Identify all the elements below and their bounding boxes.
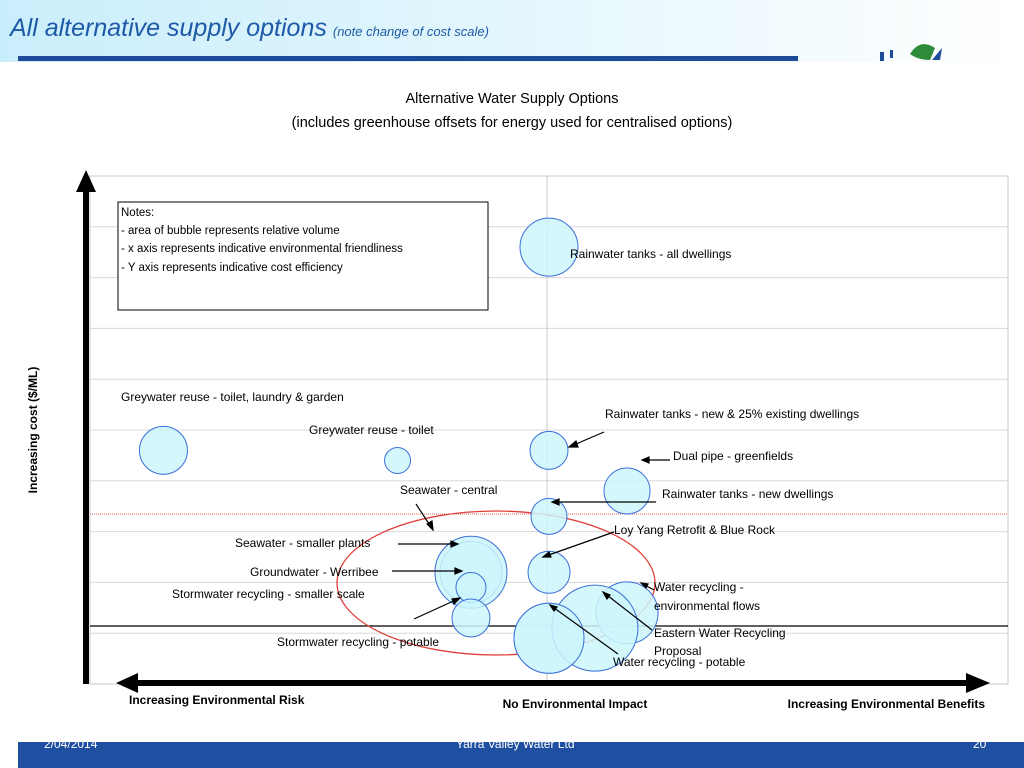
label-stormwater-small: Stormwater recycling - smaller scale xyxy=(172,587,365,601)
arrow-loy-yang xyxy=(542,531,615,558)
slide-subtitle: (note change of cost scale) xyxy=(332,24,489,39)
y-axis-label: Increasing cost ($/ML) xyxy=(26,367,40,494)
bubble-rainwater-tanks-new-dwellings xyxy=(530,497,568,535)
label-grey-toilet: Greywater reuse - toilet xyxy=(309,423,434,437)
label-rain-new25: Rainwater tanks - new & 25% existing dwe… xyxy=(605,407,859,421)
bubble-greywater-reuse-toilet-laundry-garden xyxy=(138,425,188,475)
label-eastern-1: Eastern Water Recycling xyxy=(654,626,786,640)
arrow-rain-new25-head xyxy=(567,439,579,448)
label-seawater-central: Seawater - central xyxy=(400,483,497,497)
arrow-recycling-env-head xyxy=(639,582,649,590)
slide-title: All alternative supply options (note chan… xyxy=(10,14,489,43)
label-eastern-2: Proposal xyxy=(654,644,701,658)
notes-box: Notes: - area of bubble represents relat… xyxy=(117,201,489,311)
arrow-rain-new-head xyxy=(550,498,560,506)
label-recycling-env-2: environmental flows xyxy=(654,599,760,613)
label-loy-yang: Loy Yang Retrofit & Blue Rock xyxy=(614,523,776,537)
x-axis-left-arrowhead xyxy=(116,673,138,693)
label-seawater-smaller: Seawater - smaller plants xyxy=(235,536,370,550)
chart-subtitle: (includes greenhouse offsets for energy … xyxy=(292,115,733,131)
label-rain-new: Rainwater tanks - new dwellings xyxy=(662,487,833,501)
y-axis-arrowhead xyxy=(76,170,96,192)
arrow-dual-pipe-head xyxy=(640,456,650,464)
bubble-rainwater-tanks-all-dwellings xyxy=(519,217,579,277)
bubble-labels: Rainwater tanks - all dwellings Greywate… xyxy=(121,247,859,669)
header-accent-bar xyxy=(18,56,798,61)
arrow-eastern-head xyxy=(601,590,611,601)
bubble-water-recycling-potable xyxy=(513,602,585,674)
label-rain-all: Rainwater tanks - all dwellings xyxy=(570,247,731,261)
slide-footer: 2/04/2014 Yarra Valley Water Ltd 20 xyxy=(18,737,1024,768)
x-axis-left-label: Increasing Environmental Risk xyxy=(129,693,305,707)
company-logo-icon xyxy=(880,44,942,61)
notes-line-1: Notes: xyxy=(121,207,154,219)
arrow-stormwater-potable-head xyxy=(451,597,462,606)
slide-title-text: All alternative supply options xyxy=(10,14,327,42)
annotation-arrows xyxy=(392,431,670,655)
label-dual-pipe: Dual pipe - greenfields xyxy=(673,449,793,463)
x-axis-right-arrowhead xyxy=(966,673,990,693)
label-stormwater-potable: Stormwater recycling - potable xyxy=(277,635,439,649)
label-recycling-env-1: Water recycling - xyxy=(654,580,744,594)
footer-page: 20 xyxy=(973,737,987,751)
x-axis-right-label: Increasing Environmental Benefits xyxy=(788,697,986,711)
arrow-recycling-potable xyxy=(549,604,619,655)
chart-title: Alternative Water Supply Options xyxy=(405,91,618,107)
slide-header: All alternative supply options (note chan… xyxy=(0,0,1024,62)
notes-line-2: - area of bubble represents relative vol… xyxy=(121,225,340,237)
y-axis xyxy=(76,170,96,684)
x-axis xyxy=(116,673,990,693)
footer-org: Yarra Valley Water Ltd xyxy=(456,737,575,751)
highlight-ellipse xyxy=(336,510,656,656)
bubble-rainwater-tanks-new-25-existing-dwellings xyxy=(529,430,569,470)
arrow-groundwater-head xyxy=(454,567,464,575)
bubbles xyxy=(138,217,659,674)
x-axis-center-label: No Environmental Impact xyxy=(503,697,648,711)
arrow-recycling-potable-head xyxy=(548,603,559,613)
notes-line-4: - Y axis represents indicative cost effi… xyxy=(121,262,343,274)
arrow-eastern xyxy=(602,591,653,631)
bubble-dual-pipe-greenfields xyxy=(603,467,651,515)
bubble-stormwater-recycling-smaller-scale xyxy=(451,598,491,638)
arrow-loy-yang-head xyxy=(541,551,552,558)
label-grey-full: Greywater reuse - toilet, laundry & gard… xyxy=(121,390,344,404)
notes-line-3: - x axis represents indicative environme… xyxy=(121,243,403,255)
arrow-seawater-smaller-head xyxy=(450,540,460,548)
arrow-stormwater-potable xyxy=(413,597,461,620)
footer-date: 2/04/2014 xyxy=(44,737,98,751)
arrow-seawater-central-head xyxy=(426,520,434,532)
label-recycling-potable: Water recycling - potable xyxy=(613,655,746,669)
bubble-greywater-reuse-toilet xyxy=(384,446,412,474)
label-groundwater: Groundwater - Werribee xyxy=(250,565,379,579)
